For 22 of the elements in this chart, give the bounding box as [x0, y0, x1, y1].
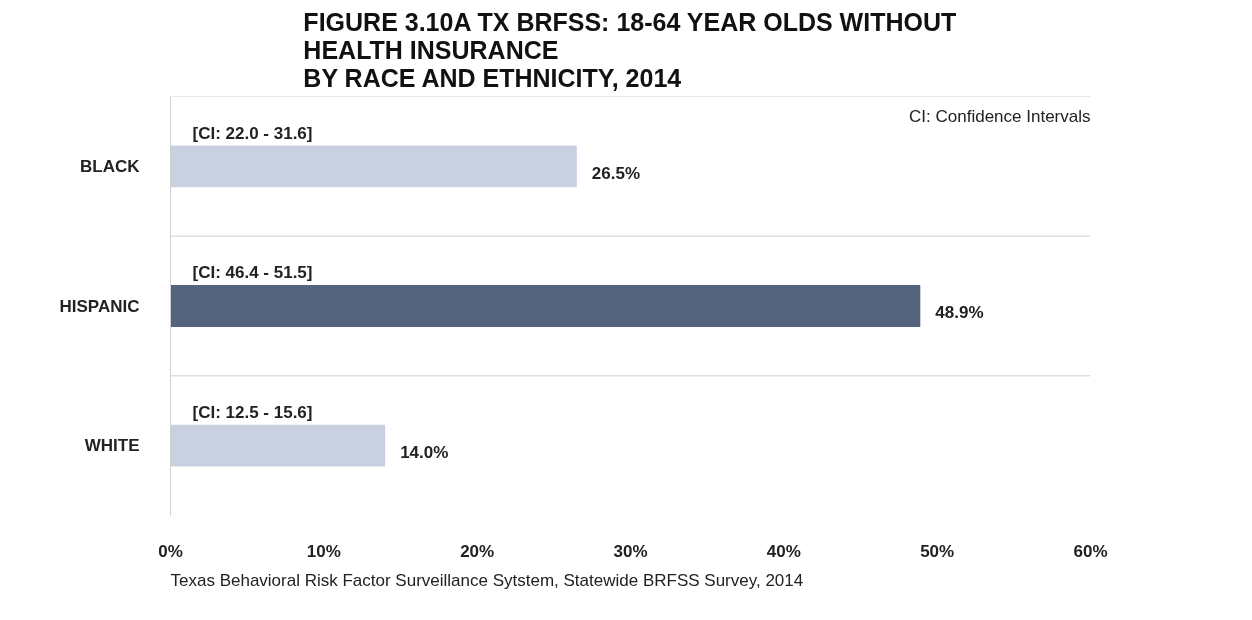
bar: [170, 424, 386, 467]
x-tick-label: 10%: [306, 541, 341, 561]
chart-title: FIGURE 3.10A TX BRFSS: 18-64 YEAR OLDS WITHOUT HEALTH INSURANCE BY RACE AND ETHNICITY, 2014: [303, 7, 957, 92]
x-tick-label: 50%: [920, 541, 955, 561]
y-tick-label: BLACK: [80, 156, 141, 176]
data-label: 14.0%: [400, 443, 449, 463]
x-tick-label: 30%: [613, 541, 648, 561]
annotation: [CI: 22.0 - 31.6]: [192, 123, 313, 143]
x-tick-label: 20%: [460, 541, 495, 561]
annotation: CI: Confidence Intervals: [909, 106, 1091, 126]
x-tick-label: 60%: [1073, 541, 1108, 561]
annotation: [CI: 12.5 - 15.6]: [192, 402, 313, 422]
annotation: [CI: 46.4 - 51.5]: [192, 263, 313, 283]
bar: [170, 285, 921, 327]
x-tick-label: 40%: [766, 541, 801, 561]
y-tick-label: HISPANIC: [59, 296, 140, 316]
text: Texas Behavioral Risk Factor Surveillance Sytstem, Statewide BRFSS Survey, 2014: [170, 570, 804, 590]
data-label: 48.9%: [935, 303, 984, 323]
x-tick-label: 0%: [158, 541, 183, 561]
bar: [170, 145, 577, 188]
data-label: 26.5%: [591, 163, 641, 183]
y-tick-label: WHITE: [84, 436, 140, 456]
